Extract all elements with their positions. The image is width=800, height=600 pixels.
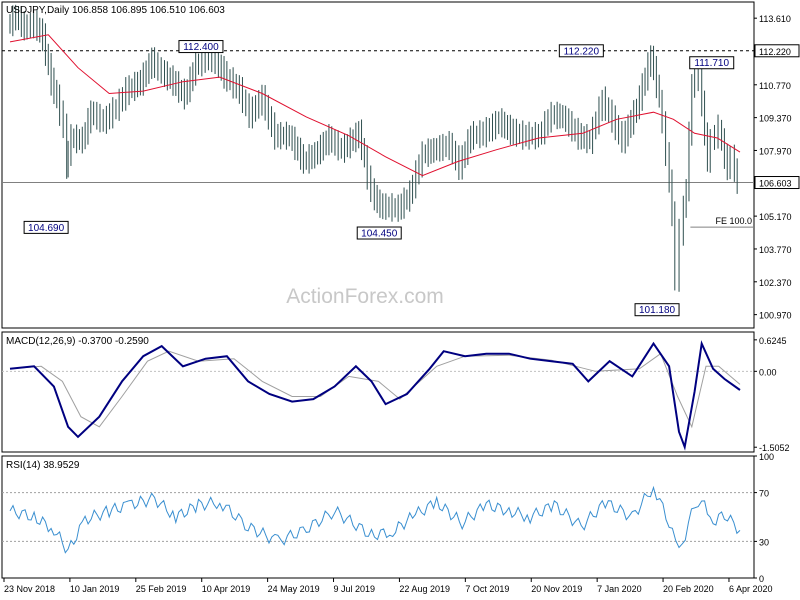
price-axis-label: 103.770 — [759, 245, 792, 255]
annotation-label: 101.180 — [639, 305, 676, 316]
panel-frame-macd — [1, 331, 755, 453]
macd-axis-label: 0.6245 — [759, 336, 787, 346]
price-axis-label: 105.170 — [759, 212, 792, 222]
macd-axis-label: 0.00 — [759, 367, 777, 377]
rsi-axis-label: 100 — [759, 452, 774, 462]
panel-frame-price — [1, 1, 755, 329]
x-axis-label: 9 Jul 2019 — [334, 584, 376, 594]
x-axis-label: 20 Feb 2020 — [663, 584, 714, 594]
price-axis-label: 113.610 — [759, 14, 791, 24]
moving-average-line — [9, 34, 741, 177]
x-axis-label: 7 Oct 2019 — [465, 584, 509, 594]
macd-line — [9, 340, 741, 451]
annotation-label: 104.450 — [361, 229, 398, 240]
price-axis-label: 100.970 — [759, 311, 792, 321]
price-highlight-box — [754, 44, 800, 58]
macd-signal-line — [9, 350, 741, 429]
rsi-axis-label: 70 — [759, 489, 769, 499]
annotation-label: 112.220 — [564, 46, 600, 57]
x-axis-label: 10 Apr 2019 — [202, 584, 251, 594]
annotation-box — [689, 56, 735, 70]
annotation-label: 111.710 — [694, 58, 729, 69]
panel-frame-rsi — [1, 455, 755, 579]
rsi-line — [9, 485, 741, 554]
x-axis-label: 7 Jan 2020 — [597, 584, 642, 594]
rsi-axis-label: 30 — [759, 537, 769, 547]
watermark-text: ActionForex.com — [286, 285, 444, 308]
price-axis-label: 112.220 — [759, 47, 791, 57]
x-axis-label: 20 Nov 2019 — [531, 584, 582, 594]
x-axis-label: 25 Feb 2019 — [136, 584, 187, 594]
x-axis-label: 10 Jan 2019 — [70, 584, 120, 594]
annotation-box — [23, 220, 69, 234]
annotation-box — [558, 44, 604, 58]
x-axis-label: 23 Nov 2018 — [4, 584, 55, 594]
price-axis-label: 109.370 — [759, 114, 792, 124]
macd-axis-label: -1.5052 — [759, 443, 790, 453]
annotation-label: 104.690 — [28, 223, 65, 234]
annotation-box — [634, 303, 680, 317]
x-axis-label: 22 Aug 2019 — [399, 584, 450, 594]
price-axis-label: 102.370 — [759, 278, 792, 288]
price-axis-label: 110.770 — [759, 81, 791, 91]
annotation-label: 112.400 — [183, 42, 219, 53]
annotation-box — [178, 40, 224, 54]
macd-title: MACD(12,26,9) -0.3700 -0.2590 — [6, 336, 149, 347]
price-highlight-box — [754, 176, 800, 190]
price-axis-label: 107.970 — [759, 146, 792, 156]
price-axis-label: 106.603 — [759, 179, 792, 189]
x-axis-label: 24 May 2019 — [268, 584, 320, 594]
annotation-box — [356, 226, 402, 240]
rsi-title: RSI(14) 38.9529 — [6, 460, 80, 471]
x-axis-label: 6 Apr 2020 — [729, 584, 773, 594]
chart-title: USDJPY,Daily 106.858 106.895 106.510 106… — [6, 5, 225, 16]
rsi-axis-label: 0 — [759, 574, 764, 584]
price-level-label: FE 100.0 — [715, 216, 752, 226]
